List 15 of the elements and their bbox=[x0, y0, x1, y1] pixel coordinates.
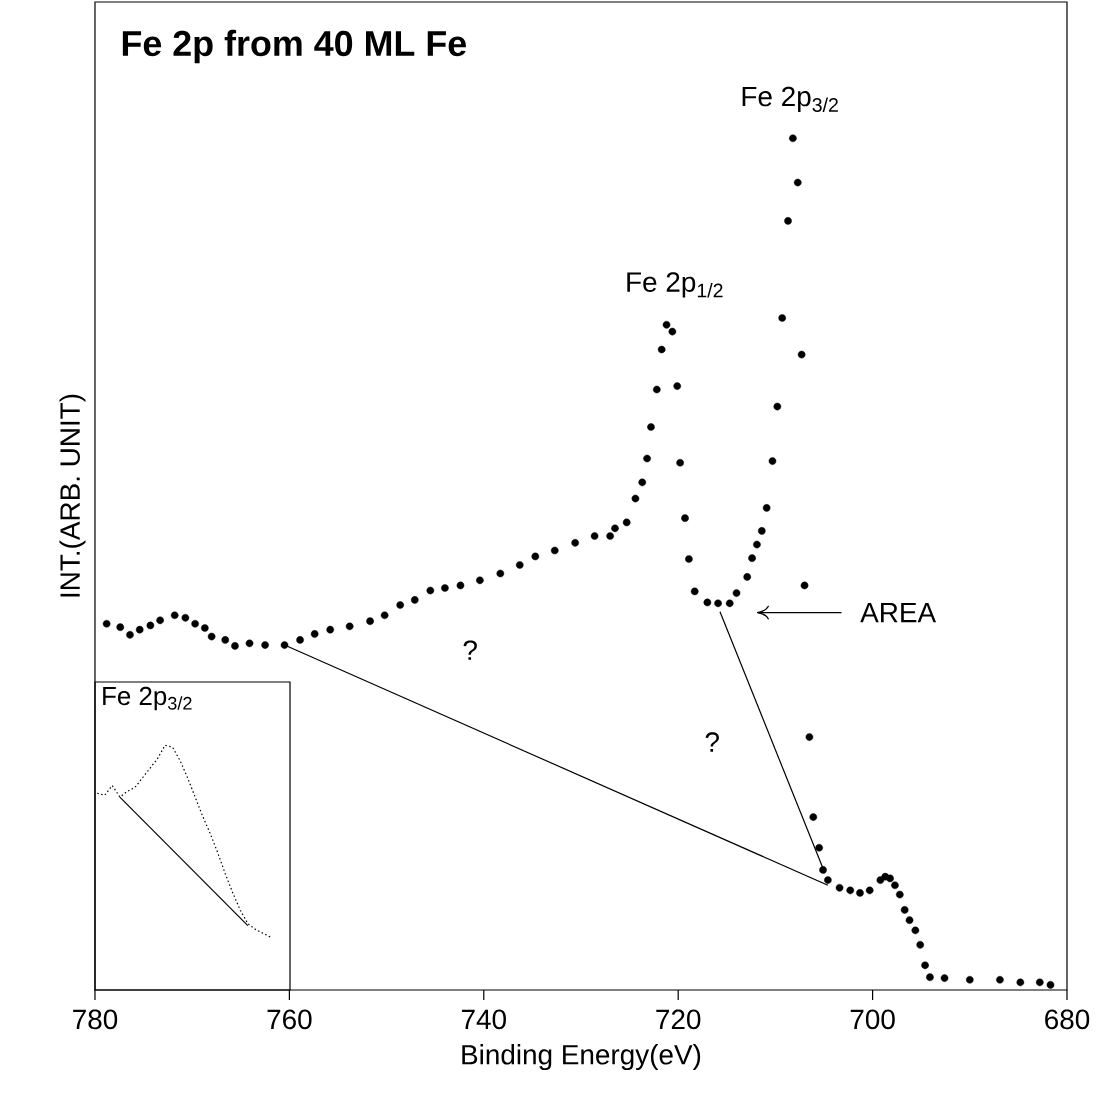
x-tick-label: 720 bbox=[656, 1009, 701, 1030]
x-axis-title: Binding Energy(eV) bbox=[462, 1044, 701, 1071]
x-tick-label: 780 bbox=[73, 1009, 118, 1030]
y-axis-title: INT.(ARB. UNIT) bbox=[59, 394, 86, 597]
x-tick-label: 700 bbox=[850, 1009, 895, 1030]
annotation: ? bbox=[705, 732, 719, 752]
annotation: Fe 2p$_{3/2}$ bbox=[742, 86, 838, 112]
x-tick-label: 740 bbox=[461, 1009, 506, 1030]
x-tick-label: 760 bbox=[267, 1009, 312, 1030]
chart-title: Fe 2p from 40 ML Fe bbox=[122, 29, 466, 64]
annotation: AREA bbox=[860, 602, 937, 623]
chart-title: Fe 2p$_{3/2}$ bbox=[103, 686, 192, 711]
x-tick-label: 680 bbox=[1045, 1009, 1090, 1030]
annotation: Fe 2p$_{1/2}$ bbox=[627, 272, 723, 298]
annotation: ? bbox=[463, 640, 477, 660]
